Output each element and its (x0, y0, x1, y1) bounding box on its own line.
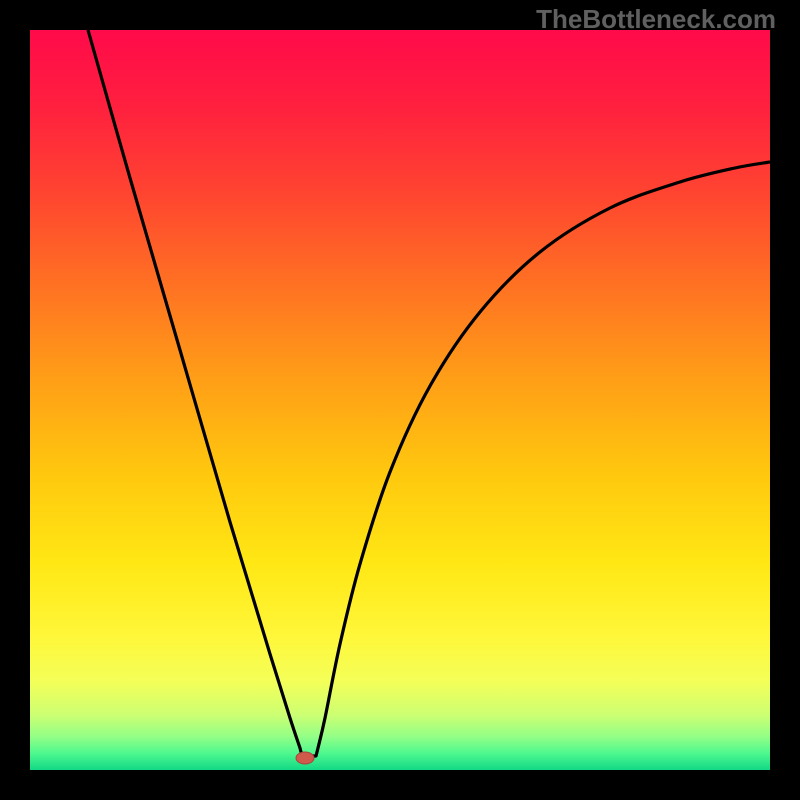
watermark-text: TheBottleneck.com (536, 4, 776, 35)
plot-area (30, 30, 770, 770)
plot-svg (30, 30, 770, 770)
optimum-marker (296, 752, 314, 764)
gradient-background (30, 30, 770, 770)
